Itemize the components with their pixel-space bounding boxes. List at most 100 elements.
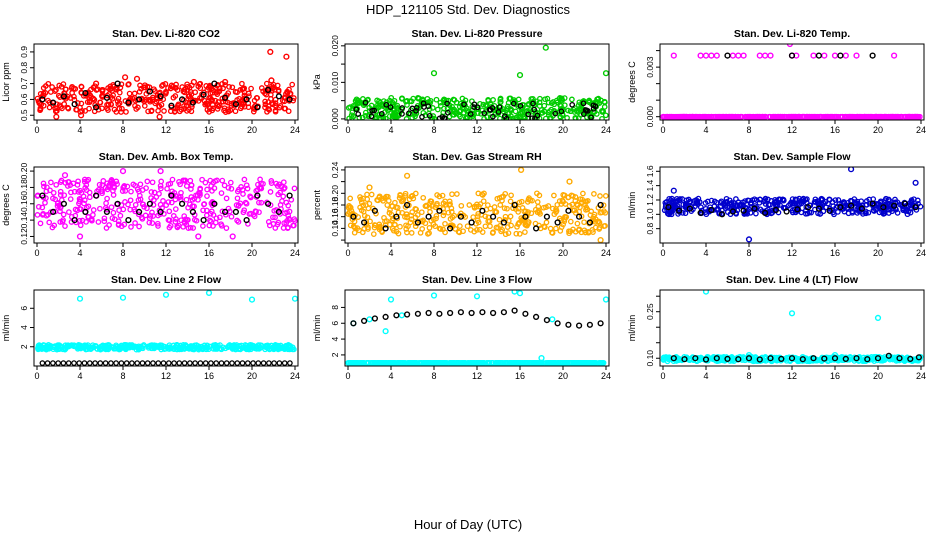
- data-point: [745, 355, 753, 362]
- band-point: [270, 101, 276, 108]
- band-point: [103, 200, 109, 207]
- band-point: [223, 225, 230, 231]
- data-point: [815, 205, 823, 212]
- x-tick-label: 8: [431, 125, 436, 135]
- band-point: [104, 195, 110, 202]
- data-point: [869, 52, 876, 59]
- data-point: [436, 310, 443, 317]
- band-point: [110, 209, 117, 216]
- band-point: [219, 177, 226, 184]
- figure-title: HDP_121105 Std. Dev. Diagnostics: [365, 2, 570, 17]
- y-tick-label: 8: [330, 305, 340, 310]
- x-tick-label: 8: [746, 125, 751, 135]
- data-point: [393, 312, 400, 319]
- band-point: [35, 203, 42, 210]
- data-point: [788, 52, 796, 59]
- x-tick-label: 0: [345, 248, 350, 258]
- band-point: [346, 203, 352, 209]
- band-point: [151, 197, 157, 203]
- band-point: [225, 184, 232, 191]
- band-point: [392, 222, 398, 228]
- band-point: [276, 360, 283, 366]
- band-point: [532, 359, 539, 366]
- data-point: [114, 80, 121, 87]
- band-point: [140, 343, 146, 349]
- panel-5: Stan. Dev. Gas Stream RH percent 0 4 8 12 16 20…: [312, 151, 611, 258]
- data-point: [708, 52, 715, 59]
- data-point: [708, 206, 715, 214]
- band-point: [172, 105, 178, 112]
- band-point: [60, 81, 67, 87]
- band-point: [569, 201, 576, 208]
- band-point: [565, 194, 572, 201]
- band-point: [448, 209, 455, 215]
- band-point: [371, 224, 378, 231]
- band-point: [501, 113, 508, 120]
- band-point: [58, 177, 65, 184]
- band-point: [199, 176, 205, 183]
- band-point: [553, 225, 559, 232]
- data-point: [156, 113, 163, 120]
- data-point: [702, 52, 710, 59]
- band-point: [525, 221, 531, 227]
- band-point: [831, 211, 837, 218]
- band-point: [113, 342, 119, 349]
- band-point: [602, 209, 609, 216]
- y-tick-label: 0.000: [645, 106, 655, 128]
- band-point: [40, 210, 47, 217]
- y-tick-label: 0.18: [19, 179, 29, 196]
- band-point: [904, 354, 910, 361]
- band-point: [497, 202, 504, 208]
- band-point: [890, 113, 897, 120]
- data-point: [901, 200, 909, 207]
- band-point: [362, 99, 369, 106]
- band-point: [839, 113, 846, 120]
- band-point: [142, 84, 148, 90]
- band-point: [471, 204, 478, 211]
- band-point: [582, 201, 588, 208]
- data-point: [265, 200, 272, 207]
- data-point: [414, 219, 422, 226]
- band-point: [127, 197, 134, 204]
- band-point: [485, 97, 491, 103]
- band-point: [392, 199, 398, 206]
- series-1: [660, 290, 924, 365]
- x-tick-label: 24: [601, 248, 611, 258]
- band-point: [102, 360, 109, 366]
- band-point: [387, 104, 394, 110]
- band-point: [223, 360, 230, 366]
- y-tick-label: 0.25: [645, 303, 655, 320]
- band-point: [409, 105, 416, 112]
- panel-title: Stan. Dev. Li-820 Pressure: [411, 28, 542, 40]
- band-point: [441, 105, 447, 112]
- band-point: [90, 212, 96, 218]
- band-point: [882, 197, 889, 204]
- band-point: [57, 188, 64, 195]
- band-point: [578, 229, 585, 236]
- y-tick-label: 1.6: [645, 165, 655, 177]
- band-point: [749, 356, 756, 362]
- data-point: [200, 91, 207, 98]
- band-point: [142, 212, 149, 219]
- band-point: [420, 100, 427, 107]
- band-point: [575, 115, 582, 120]
- band-point: [144, 205, 150, 212]
- data-point: [565, 321, 572, 328]
- y-tick-label: 0.000: [330, 108, 340, 130]
- band-point: [459, 95, 466, 102]
- data-point: [831, 355, 839, 362]
- data-point: [869, 200, 876, 207]
- band-point: [247, 194, 254, 201]
- band-point: [229, 84, 236, 91]
- band-point: [221, 182, 228, 189]
- band-point: [200, 223, 206, 229]
- band-point: [74, 182, 81, 188]
- y-tick-label: 0.003: [645, 56, 655, 78]
- band-point: [466, 202, 473, 208]
- band-point: [204, 186, 210, 193]
- x-tick-label: 24: [290, 371, 300, 381]
- band-point: [581, 219, 587, 226]
- band-point: [42, 83, 49, 89]
- y-tick-label: 0.7: [19, 77, 29, 89]
- band-point: [439, 359, 446, 366]
